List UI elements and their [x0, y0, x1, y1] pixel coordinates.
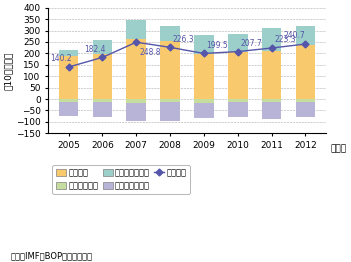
Bar: [228, 102, 247, 117]
Bar: [126, 20, 146, 39]
Text: （年）: （年）: [330, 144, 346, 154]
Bar: [262, 102, 281, 119]
Text: 240.7: 240.7: [283, 31, 305, 41]
Bar: [296, 45, 315, 99]
Bar: [93, 99, 112, 102]
Bar: [93, 54, 112, 99]
Bar: [194, 99, 214, 103]
Text: 207.7: 207.7: [240, 39, 262, 48]
Bar: [160, 26, 180, 41]
Bar: [59, 50, 78, 56]
Bar: [160, 41, 180, 99]
Bar: [93, 102, 112, 117]
Bar: [194, 103, 214, 118]
Bar: [228, 34, 247, 52]
Bar: [126, 39, 146, 99]
Bar: [160, 102, 180, 121]
Bar: [228, 52, 247, 99]
Bar: [126, 103, 146, 121]
Bar: [296, 102, 315, 117]
Text: 182.4: 182.4: [84, 45, 106, 54]
Legend: 貿易収支, サービス収支, 第一次所得収支, 第二次所得収支, 経常収支: 貿易収支, サービス収支, 第一次所得収支, 第二次所得収支, 経常収支: [53, 165, 190, 194]
Text: 資料：IMF》BOP「から作成。: 資料：IMF》BOP「から作成。: [11, 252, 93, 261]
Bar: [262, 51, 281, 99]
Bar: [296, 99, 315, 102]
Y-axis label: （10億ドル）: （10億ドル）: [4, 51, 13, 90]
Text: 199.5: 199.5: [207, 41, 229, 50]
Bar: [296, 26, 315, 45]
Bar: [262, 99, 281, 102]
Bar: [59, 102, 78, 116]
Bar: [126, 99, 146, 103]
Bar: [194, 54, 214, 99]
Bar: [262, 28, 281, 51]
Text: 248.8: 248.8: [139, 48, 160, 57]
Bar: [194, 35, 214, 54]
Bar: [228, 99, 247, 102]
Bar: [93, 40, 112, 54]
Bar: [59, 56, 78, 99]
Text: 226.3: 226.3: [173, 35, 194, 44]
Text: 140.2: 140.2: [51, 54, 72, 63]
Bar: [160, 99, 180, 102]
Bar: [59, 99, 78, 102]
Text: 223.3: 223.3: [274, 35, 296, 45]
